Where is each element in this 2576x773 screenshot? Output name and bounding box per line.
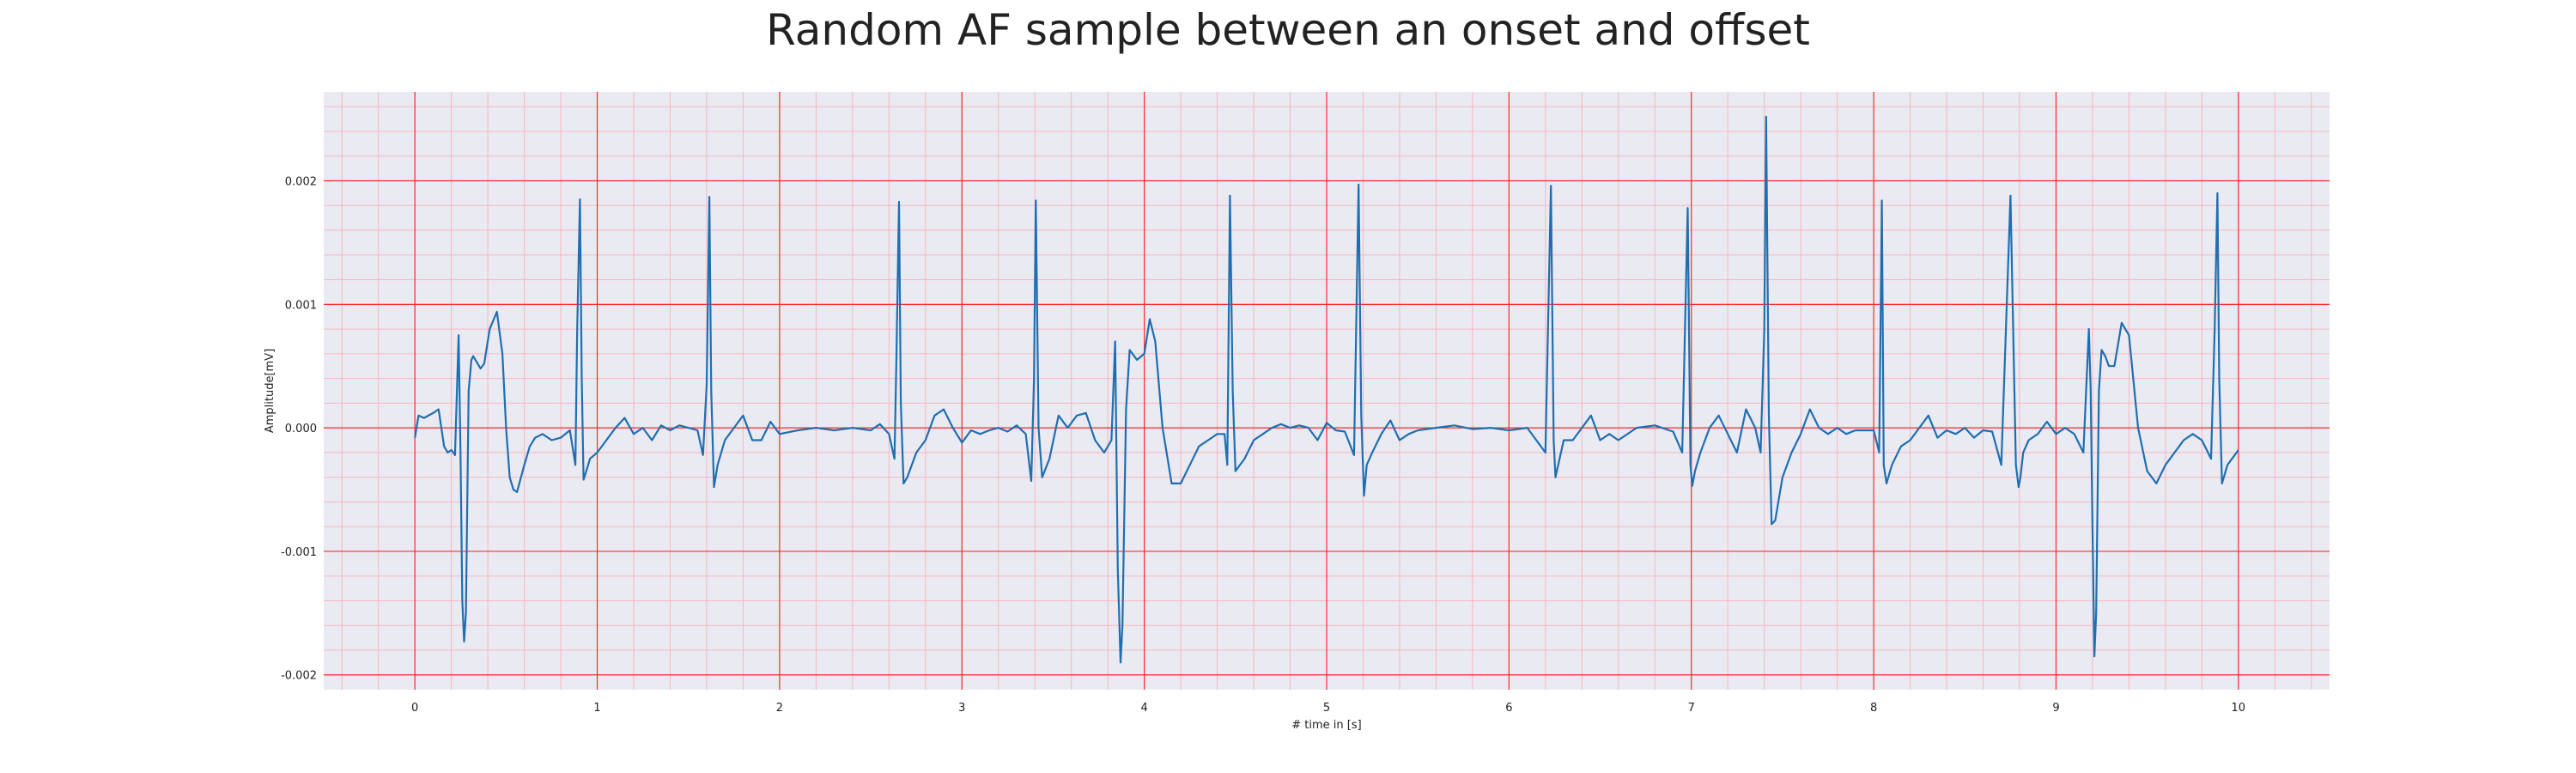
x-tick-label: 3 bbox=[958, 702, 965, 715]
y-tick-label: -0.001 bbox=[281, 546, 317, 559]
y-tick-label: -0.002 bbox=[281, 670, 317, 683]
y-tick-label: 0.001 bbox=[285, 299, 317, 312]
x-tick-label: 1 bbox=[593, 702, 600, 715]
y-tick-label: 0.002 bbox=[285, 176, 317, 189]
ecg-series-line bbox=[414, 115, 2239, 664]
x-tick-label: 9 bbox=[2052, 702, 2059, 715]
x-tick-label: 0 bbox=[411, 702, 418, 715]
y-tick-label: 0.000 bbox=[285, 423, 317, 435]
chart-title: Random AF sample between an onset and of… bbox=[766, 5, 1810, 55]
x-tick-label: 4 bbox=[1140, 702, 1147, 715]
x-tick-label: 2 bbox=[776, 702, 783, 715]
x-tick-labels: 0 1 2 3 4 5 6 7 8 9 10 bbox=[411, 702, 2245, 715]
x-axis-label: # time in [s] bbox=[1291, 719, 1361, 732]
x-tick-label: 5 bbox=[1323, 702, 1330, 715]
major-grid bbox=[324, 92, 2330, 690]
x-tick-label: 10 bbox=[2232, 702, 2246, 715]
x-tick-label: 6 bbox=[1505, 702, 1512, 715]
y-axis-label: Amplitude[mV] bbox=[264, 349, 276, 433]
y-tick-labels: -0.002 -0.001 0.000 0.001 0.002 bbox=[281, 176, 317, 683]
x-tick-label: 8 bbox=[1870, 702, 1877, 715]
x-tick-label: 7 bbox=[1688, 702, 1695, 715]
